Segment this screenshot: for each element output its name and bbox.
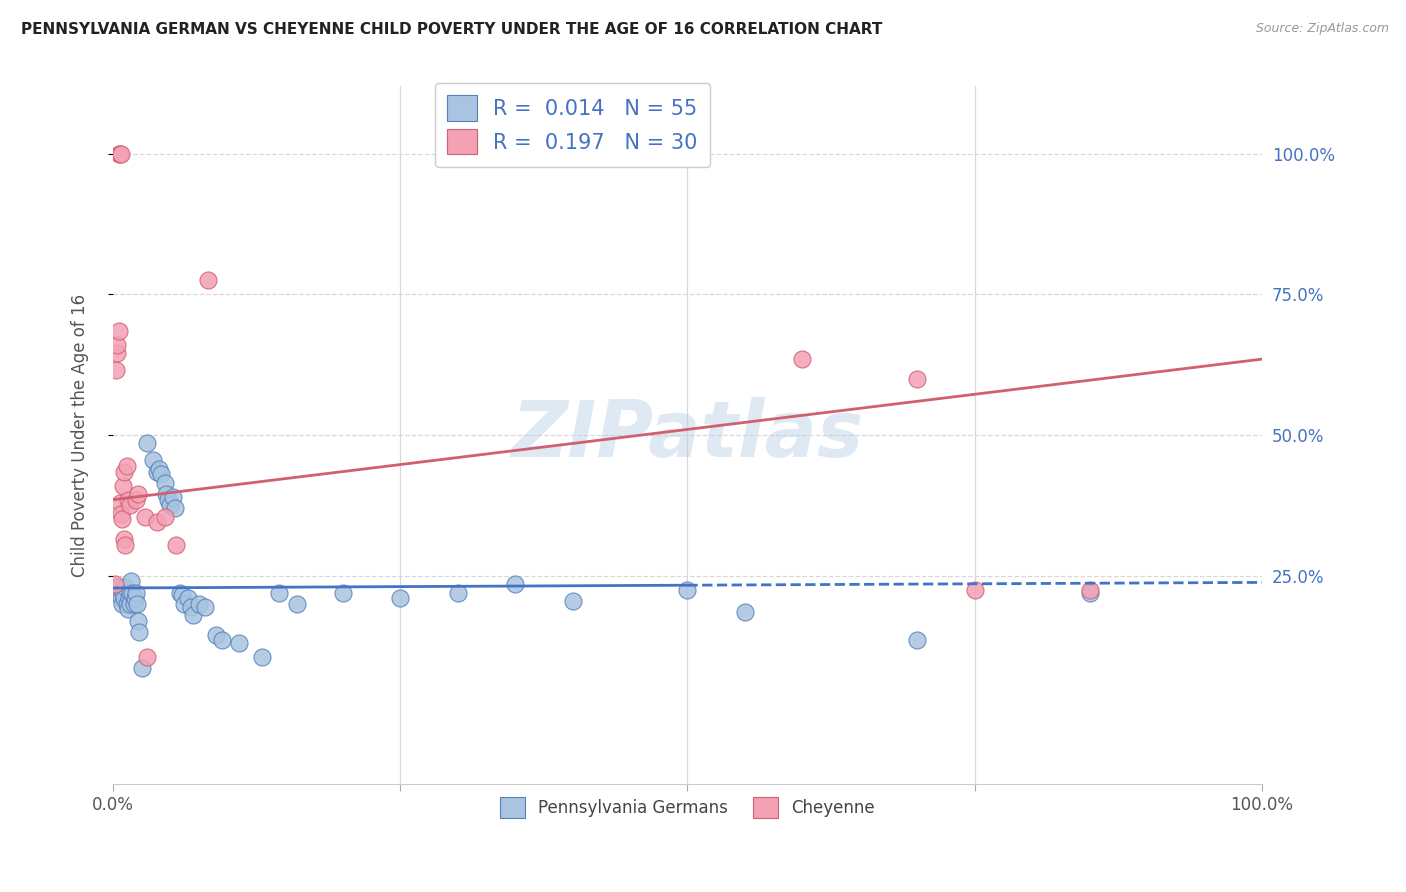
- Point: [112, 591, 135, 606]
- Point: [145, 465, 167, 479]
- Point: [269, 585, 291, 599]
- Legend: Pennsylvania Germans, Cheyenne: Pennsylvania Germans, Cheyenne: [494, 790, 882, 824]
- Point: [120, 499, 142, 513]
- Point: [120, 597, 142, 611]
- Point: [173, 597, 195, 611]
- Point: [107, 346, 129, 360]
- Point: [112, 465, 135, 479]
- Point: [105, 363, 128, 377]
- Point: [120, 574, 142, 589]
- Text: ZIPatlas: ZIPatlas: [512, 397, 863, 473]
- Point: [170, 588, 193, 602]
- Point: [285, 597, 308, 611]
- Point: [134, 509, 156, 524]
- Point: [165, 538, 187, 552]
- Point: [205, 628, 228, 642]
- Point: [108, 585, 131, 599]
- Point: [136, 436, 159, 450]
- Point: [169, 585, 191, 599]
- Point: [389, 591, 412, 606]
- Point: [148, 462, 170, 476]
- Point: [155, 487, 177, 501]
- Point: [905, 372, 928, 386]
- Point: [792, 352, 814, 367]
- Point: [110, 591, 132, 606]
- Point: [176, 591, 198, 606]
- Point: [252, 650, 274, 665]
- Point: [188, 597, 211, 611]
- Point: [676, 582, 699, 597]
- Point: [120, 585, 142, 599]
- Point: [112, 532, 135, 546]
- Point: [156, 492, 179, 507]
- Point: [114, 580, 136, 594]
- Point: [117, 492, 139, 507]
- Point: [153, 475, 176, 490]
- Point: [127, 487, 149, 501]
- Point: [117, 602, 139, 616]
- Point: [159, 499, 181, 513]
- Point: [136, 650, 159, 665]
- Point: [125, 585, 148, 599]
- Point: [111, 597, 134, 611]
- Point: [131, 661, 153, 675]
- Point: [561, 594, 583, 608]
- Point: [163, 501, 186, 516]
- Point: [197, 273, 219, 287]
- Point: [162, 490, 184, 504]
- Point: [181, 607, 204, 622]
- Point: [121, 585, 143, 599]
- Point: [332, 585, 354, 599]
- Point: [115, 458, 138, 473]
- Point: [145, 515, 167, 529]
- Point: [107, 324, 129, 338]
- Y-axis label: Child Poverty Under the Age of 16: Child Poverty Under the Age of 16: [72, 293, 89, 576]
- Point: [108, 146, 131, 161]
- Point: [1078, 582, 1101, 597]
- Point: [963, 582, 986, 597]
- Point: [142, 453, 165, 467]
- Point: [905, 633, 928, 648]
- Point: [180, 599, 202, 614]
- Point: [112, 585, 135, 599]
- Point: [108, 495, 131, 509]
- Point: [124, 591, 146, 606]
- Point: [153, 509, 176, 524]
- Point: [150, 467, 173, 482]
- Point: [122, 597, 145, 611]
- Text: PENNSYLVANIA GERMAN VS CHEYENNE CHILD POVERTY UNDER THE AGE OF 16 CORRELATION CH: PENNSYLVANIA GERMAN VS CHEYENNE CHILD PO…: [21, 22, 883, 37]
- Point: [112, 478, 135, 492]
- Point: [107, 146, 129, 161]
- Point: [104, 577, 127, 591]
- Point: [111, 512, 134, 526]
- Point: [128, 624, 150, 639]
- Point: [115, 597, 138, 611]
- Point: [1078, 585, 1101, 599]
- Point: [114, 538, 136, 552]
- Point: [125, 492, 148, 507]
- Point: [734, 605, 756, 619]
- Point: [446, 585, 468, 599]
- Point: [110, 507, 132, 521]
- Point: [211, 633, 233, 648]
- Point: [228, 636, 250, 650]
- Point: [125, 597, 148, 611]
- Text: Source: ZipAtlas.com: Source: ZipAtlas.com: [1256, 22, 1389, 36]
- Point: [110, 146, 132, 161]
- Point: [118, 591, 141, 606]
- Point: [107, 580, 129, 594]
- Point: [107, 338, 129, 352]
- Point: [503, 577, 526, 591]
- Point: [194, 599, 217, 614]
- Point: [127, 614, 149, 628]
